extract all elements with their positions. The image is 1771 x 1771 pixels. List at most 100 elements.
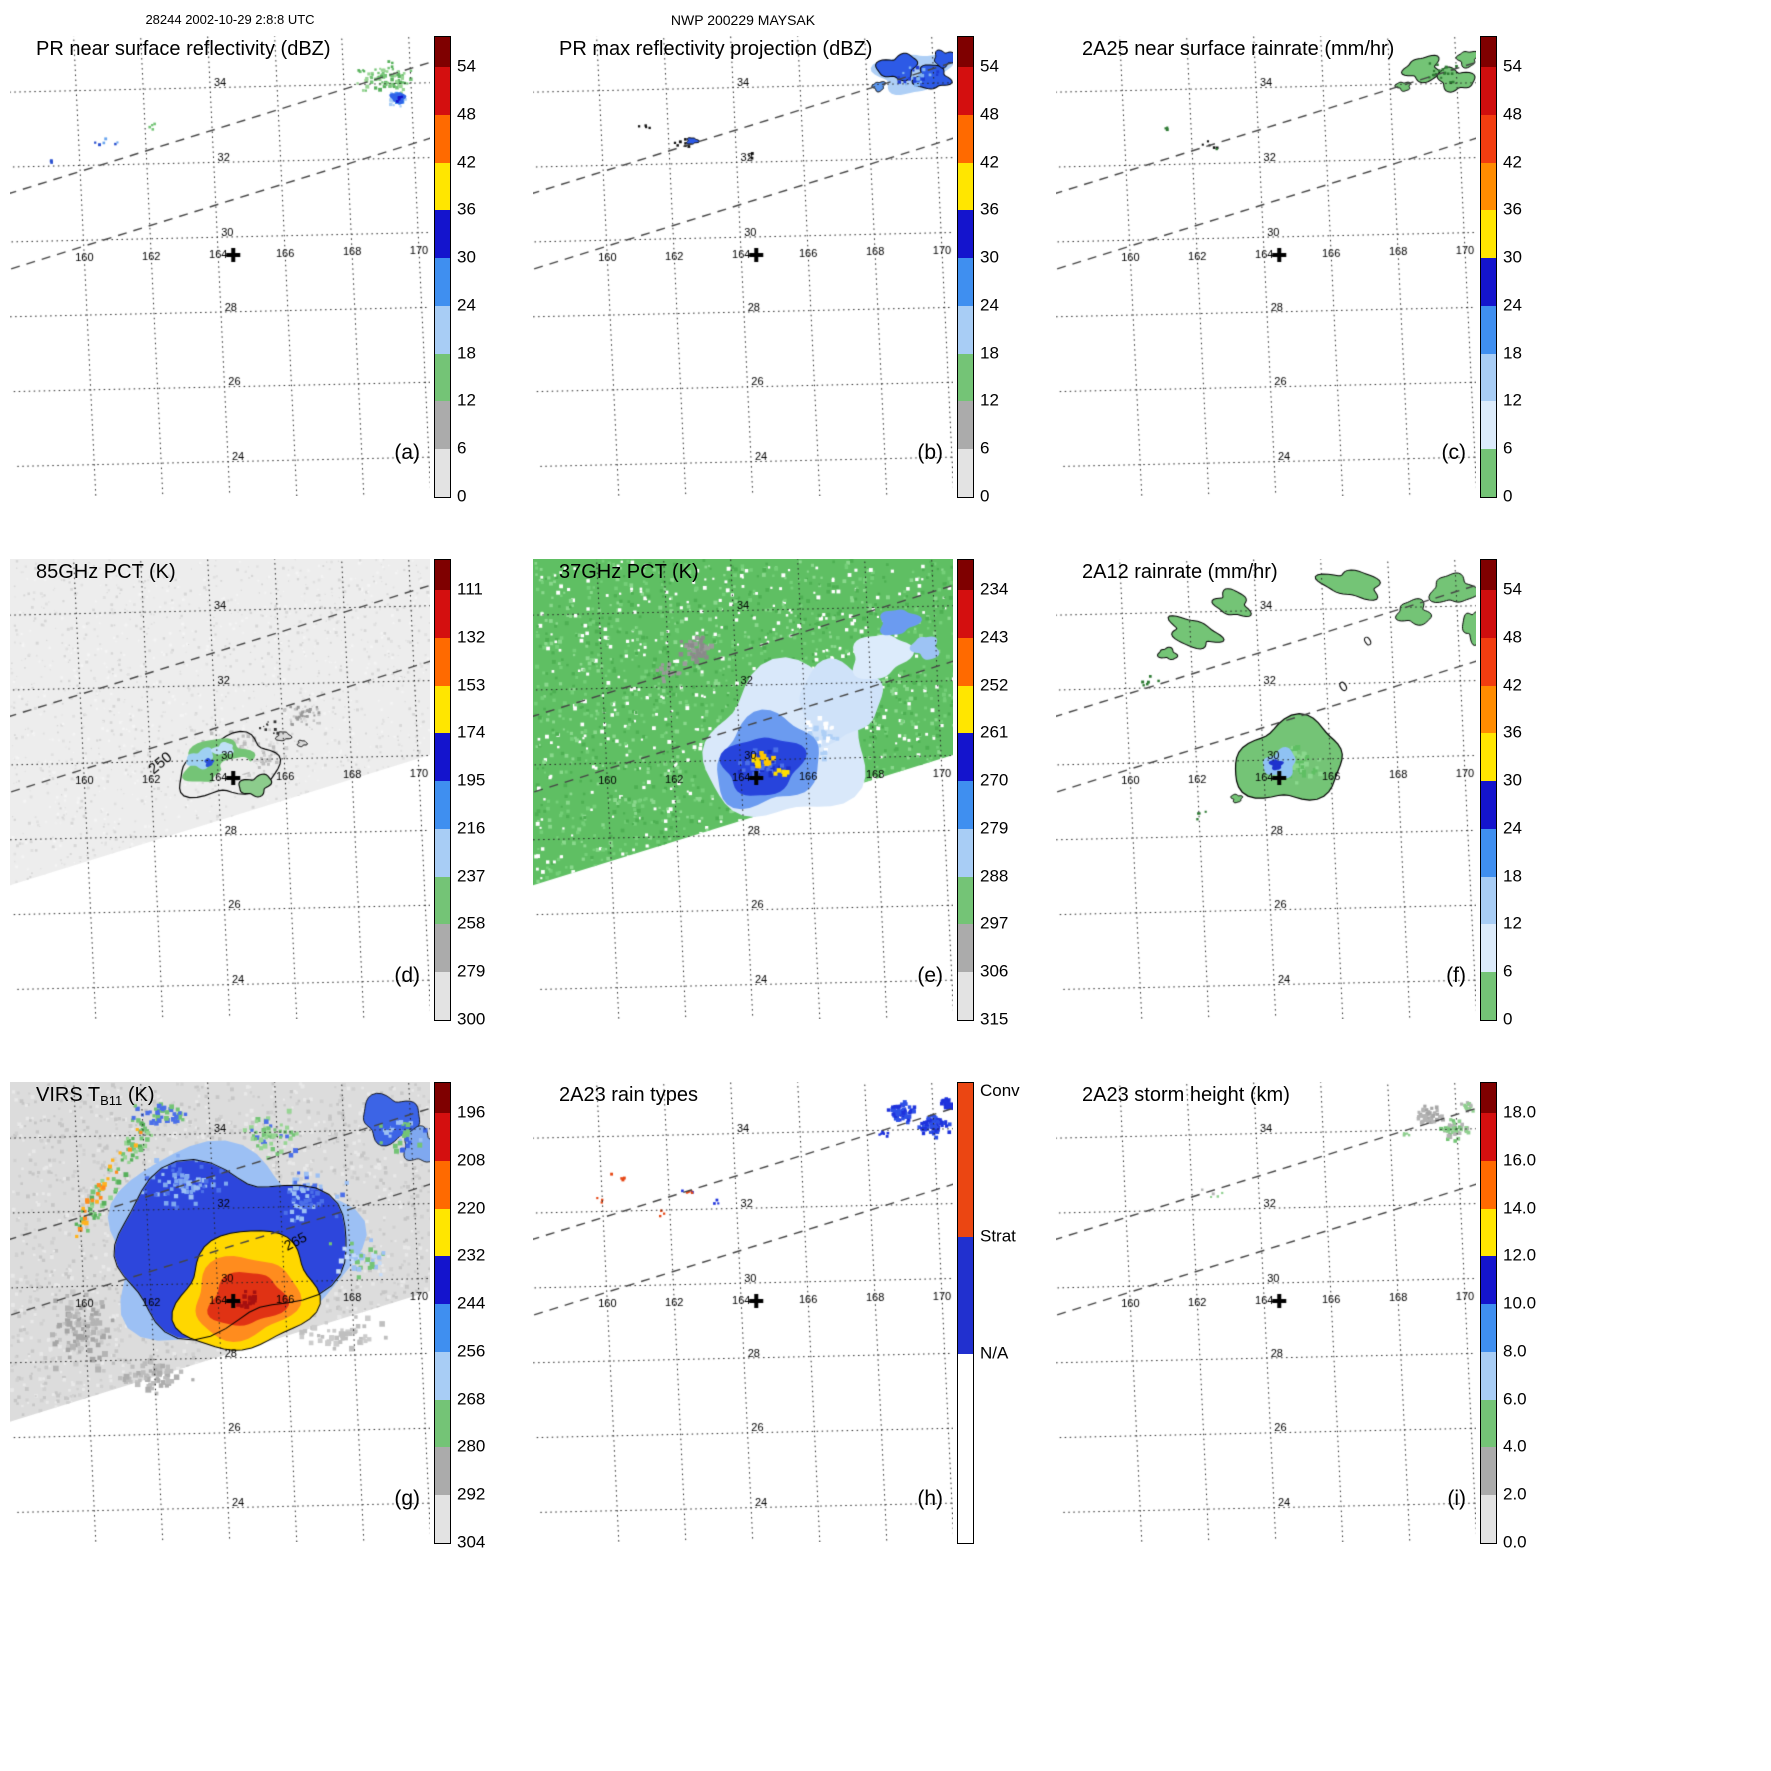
- colorbar-tick-label: 48: [980, 104, 999, 124]
- colorbar-tick-label: 42: [1503, 152, 1522, 172]
- colorbar-tick-label: 54: [980, 56, 999, 76]
- panel-title-f: 2A12 rainrate (mm/hr): [1082, 561, 1278, 583]
- colorbar-tick-label: Strat: [980, 1226, 1016, 1246]
- panel-letter-i: (i): [1447, 1487, 1466, 1510]
- colorbar-segment: [958, 590, 973, 638]
- colorbar-segment: [958, 305, 973, 354]
- colorbar-segment: [1481, 1083, 1496, 1113]
- colorbar-tick-label: 279: [980, 818, 1009, 838]
- colorbar-segment: [435, 560, 450, 590]
- colorbar-tick-label: 48: [1503, 627, 1522, 647]
- panel-i: 2A23 storm height (km) (i) 18.0 16.0 14.0 1…: [1052, 1068, 1575, 1591]
- colorbar-tick-label: 42: [1503, 675, 1522, 695]
- colorbar-tick-label: 6.0: [1503, 1389, 1527, 1409]
- colorbar-segment: [1481, 1351, 1496, 1400]
- colorbar-tick-label: 111: [457, 579, 483, 599]
- colorbar-tick-label: 2.0: [1503, 1484, 1527, 1504]
- panel-title-c: 2A25 near surface rainrate (mm/hr): [1082, 38, 1395, 60]
- colorbar-tick-label: 24: [457, 295, 476, 315]
- colorbar-tick-label: 6: [1503, 438, 1513, 458]
- colorbar-segment: [435, 162, 450, 211]
- colorbar-tick-label: 288: [980, 866, 1009, 886]
- colorbar-segment: [958, 828, 973, 877]
- panel-letter-h: (h): [917, 1487, 943, 1510]
- colorbar-tick-label: 216: [457, 818, 486, 838]
- panel-title-g-text: VIRS T: [36, 1084, 101, 1106]
- colorbar-tick-label: 30: [1503, 247, 1522, 267]
- colorbar-segment: [958, 685, 973, 734]
- colorbar-segment: [1481, 1160, 1496, 1209]
- colorbar-segment: [1481, 1495, 1496, 1543]
- colorbar-tick-label: 300: [457, 1009, 486, 1029]
- panel-title-a: PR near surface reflectivity (dBZ): [36, 38, 331, 60]
- colorbar-tick-label: 30: [457, 247, 476, 267]
- colorbar-tick-label: 6: [980, 438, 990, 458]
- colorbar-tick-label: 243: [980, 627, 1009, 647]
- colorbar-segment: [435, 353, 450, 402]
- colorbar-segment: [435, 449, 450, 497]
- colorbar-segment: [435, 1160, 450, 1209]
- panel-title-d: 85GHz PCT (K): [36, 561, 176, 583]
- colorbar-segment: [435, 1399, 450, 1448]
- colorbar-tick-label: 268: [457, 1389, 486, 1409]
- colorbar-segment: [435, 685, 450, 734]
- panel-letter-b: (b): [917, 441, 943, 464]
- colorbar-segment: [1481, 972, 1496, 1020]
- colorbar-segment: [1481, 1208, 1496, 1257]
- colorbar-tick-label: 0.0: [1503, 1532, 1527, 1552]
- colorbar-h: Conv Strat N/A: [957, 1082, 1049, 1544]
- map-canvas-a: [10, 36, 430, 496]
- colorbar-tick-label: 0: [980, 486, 990, 506]
- colorbar-segment: [435, 305, 450, 354]
- panel-title-g-subscript: B11: [100, 1093, 123, 1108]
- colorbar-segment: [435, 924, 450, 973]
- colorbar-tick-label: 132: [457, 627, 486, 647]
- panel-a: PR near surface reflectivity (dBZ) (a) 5…: [6, 22, 529, 545]
- colorbar-segment: [435, 1256, 450, 1305]
- map-canvas-h: [533, 1082, 953, 1542]
- colorbar-segment: [435, 828, 450, 877]
- colorbar-segment: [435, 637, 450, 686]
- colorbar-segment: [958, 1237, 973, 1355]
- colorbar-tick-label: 18: [1503, 866, 1522, 886]
- map-canvas-c: [1056, 36, 1476, 496]
- colorbar-segment: [958, 449, 973, 497]
- colorbar-tick-label: 30: [1503, 770, 1522, 790]
- colorbar-tick-label: 36: [1503, 722, 1522, 742]
- panel-letter-f: (f): [1446, 964, 1466, 987]
- panel-letter-d: (d): [394, 964, 420, 987]
- colorbar-segment: [958, 560, 973, 590]
- panel-title-e: 37GHz PCT (K): [559, 561, 699, 583]
- colorbar-tick-label: 18: [1503, 343, 1522, 363]
- colorbar-segment: [958, 162, 973, 211]
- colorbar-segment: [1481, 733, 1496, 782]
- panel-letter-c: (c): [1441, 441, 1467, 464]
- colorbar-tick-label: 297: [980, 913, 1009, 933]
- panel-letter-g: (g): [394, 1487, 420, 1510]
- colorbar-segment: [1481, 876, 1496, 925]
- colorbar-tick-label: 24: [1503, 818, 1522, 838]
- colorbar-segment: [958, 210, 973, 259]
- colorbar-segment: [958, 733, 973, 782]
- colorbar-tick-label: 258: [457, 913, 486, 933]
- colorbar-segment: [1481, 560, 1496, 590]
- colorbar-segment: [1481, 37, 1496, 67]
- colorbar-segment: [435, 258, 450, 306]
- colorbar-segment: [435, 37, 450, 67]
- colorbar-tick-label: 292: [457, 1484, 486, 1504]
- colorbar-tick-label: 54: [1503, 56, 1522, 76]
- colorbar-segment: [958, 637, 973, 686]
- colorbar-segment: [435, 972, 450, 1020]
- colorbar-tick-label: 36: [457, 199, 476, 219]
- colorbar-tick-label: 196: [457, 1102, 486, 1122]
- colorbar-segment: [435, 781, 450, 829]
- colorbar-tick-label: 24: [980, 295, 999, 315]
- colorbar-tick-label: 48: [1503, 104, 1522, 124]
- colorbar-segment: [1481, 401, 1496, 450]
- colorbar-tick-label: 6: [1503, 961, 1513, 981]
- colorbar-tick-label: 306: [980, 961, 1009, 981]
- colorbar-tick-label: 54: [1503, 579, 1522, 599]
- colorbar-segment: [435, 1113, 450, 1161]
- panel-title-b: PR max reflectivity projection (dBZ): [559, 38, 873, 60]
